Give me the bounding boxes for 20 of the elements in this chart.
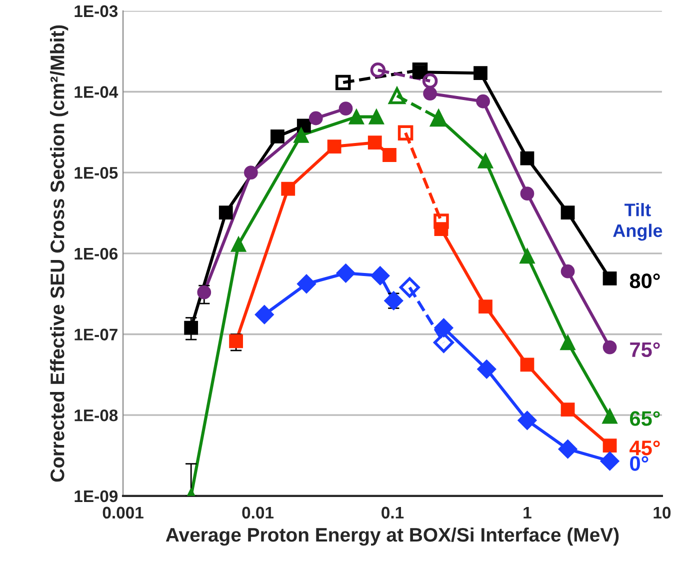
series-label: 75° [630, 342, 660, 358]
y-axis-title: Corrected Effective SEU Cross Section (cm²/Mbit) [50, 25, 68, 482]
annotation: Tilt Angle [613, 203, 662, 241]
series-label: 0° [630, 456, 648, 471]
series-label: 80° [630, 273, 660, 288]
y-tick-label: 1E-03 [74, 5, 118, 18]
series-label: 65° [630, 411, 660, 426]
x-tick-label: 0.1 [382, 506, 404, 519]
x-tick-label: 0.001 [102, 506, 144, 519]
x-tick-label: 10 [654, 506, 671, 519]
y-tick-label: 1E-08 [74, 410, 118, 422]
x-tick-label: 1 [524, 506, 532, 518]
series-label: 45° [630, 440, 660, 456]
x-axis-title: Average Proton Energy at BOX/Si Interface (MeV) [166, 527, 619, 546]
y-tick-label: 1E-05 [74, 166, 118, 179]
y-tick-label: 1E-07 [74, 328, 118, 340]
y-tick-label: 1E-04 [74, 86, 118, 98]
y-tick-label: 1E-09 [74, 490, 118, 502]
y-tick-label: 1E-06 [74, 248, 118, 260]
x-tick-label: 0.01 [242, 506, 274, 519]
